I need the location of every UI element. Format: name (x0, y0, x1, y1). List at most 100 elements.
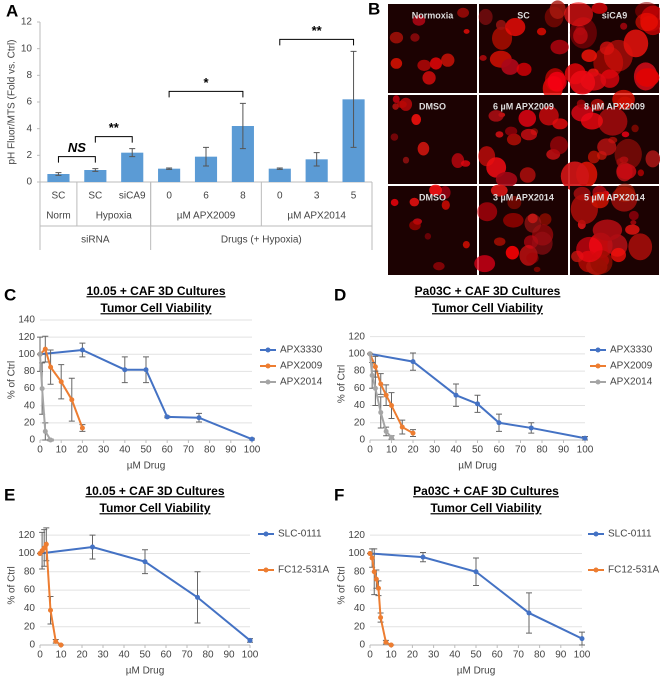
y-tick-label: 100 (348, 348, 365, 359)
data-point (420, 554, 426, 560)
cell-blob (503, 212, 524, 228)
y-tick-label: 100 (18, 349, 35, 360)
data-point (373, 576, 379, 582)
cell-blob (479, 55, 487, 61)
y-tick-label: 80 (354, 366, 366, 377)
cell-blob (569, 70, 596, 95)
significance-bracket (57, 156, 96, 163)
cell-blob (560, 161, 590, 191)
data-point (48, 364, 54, 370)
data-point (579, 636, 585, 642)
chart-subtitle: Tumor Cell Viability (100, 501, 211, 515)
legend-label: APX2014 (610, 377, 653, 388)
cell-blob (491, 26, 513, 50)
x-tick-label: 40 (450, 445, 462, 456)
chart-subtitle: Tumor Cell Viability (431, 501, 542, 515)
legend-marker (593, 531, 599, 537)
cell-blob (519, 167, 536, 183)
y-tick-label: 120 (348, 331, 365, 342)
data-point (58, 379, 64, 385)
x-tick-label: 10 (386, 445, 398, 456)
cell-blob (463, 29, 470, 34)
image-label: DMSO (419, 192, 446, 202)
data-point (43, 541, 49, 547)
cell-blob (451, 153, 465, 169)
legend-label: APX3330 (610, 345, 653, 356)
y-tick-label: 60 (24, 383, 36, 394)
x-tick-label: 0 (166, 191, 172, 202)
y-axis-label: % of Ctrl (337, 365, 348, 403)
chart-subtitle: Tumor Cell Viability (432, 301, 543, 315)
data-point (383, 428, 389, 434)
cell-blob (616, 163, 637, 180)
y-tick-label: 60 (354, 383, 366, 394)
data-point (378, 615, 384, 621)
chart-title: 10.05 + CAF 3D Cultures (85, 484, 224, 498)
y-tick-label: 0 (29, 435, 35, 446)
image-label: 8 µM APX2009 (584, 101, 645, 111)
x-tick-label: 90 (558, 445, 570, 456)
error-bar (239, 102, 246, 150)
x-tick-label: 70 (513, 650, 525, 661)
x-tick-label: 10 (56, 445, 68, 456)
image-label: SC (517, 10, 530, 20)
cell-blob (550, 39, 569, 55)
data-point (410, 359, 416, 365)
x-tick-label: 70 (515, 445, 527, 456)
cell-blob (389, 31, 404, 44)
cell-blob (507, 195, 522, 210)
data-point (58, 642, 64, 648)
x-tick-label: 50 (140, 445, 152, 456)
cell-blob (493, 237, 506, 246)
x-tick-label: 3 (314, 191, 320, 202)
series-line (369, 553, 392, 646)
chart-subtitle: Tumor Cell Viability (101, 301, 212, 315)
legend-marker (595, 363, 601, 369)
data-point (53, 638, 59, 644)
panel-letter: D (334, 285, 346, 304)
chart-title: 10.05 + CAF 3D Cultures (86, 284, 225, 298)
data-point (48, 607, 53, 613)
cell-blob (597, 107, 628, 136)
x-tick-label: 40 (449, 650, 461, 661)
legend-label: FC12-531A (278, 565, 329, 576)
cell-blob (531, 231, 553, 255)
x-tick-label: 80 (534, 650, 546, 661)
y-tick-label: 80 (24, 566, 36, 577)
cell-blob (411, 113, 422, 126)
cell-blob (620, 22, 628, 30)
x-tick-label: 0 (277, 191, 283, 202)
cell-blob (505, 17, 526, 37)
image-label: DMSO (419, 101, 446, 111)
cell-blob (539, 213, 552, 226)
data-point (48, 437, 54, 443)
data-point (143, 367, 149, 373)
cell-blob (625, 224, 640, 235)
x-tick-label: 6 (203, 191, 209, 202)
cell-blob (478, 146, 496, 167)
image-label: 5 µM APX2014 (584, 192, 645, 202)
data-point (41, 545, 47, 551)
data-point (496, 420, 502, 426)
x-axis-label: µM Drug (457, 666, 496, 677)
x-tick-label: 10 (55, 650, 67, 661)
panel-letter: A (6, 1, 18, 20)
cell-blob (477, 202, 498, 222)
y-tick-label: 20 (24, 621, 36, 632)
data-point (367, 351, 373, 357)
cell-blob (536, 27, 547, 36)
data-point (142, 559, 148, 565)
cell-blob (576, 236, 603, 263)
y-tick-label: 12 (21, 17, 33, 28)
x-tick-label: 70 (183, 445, 195, 456)
y-tick-label: 6 (26, 97, 32, 108)
x-tick-label: SC (88, 191, 102, 202)
data-point (372, 385, 378, 391)
cell-blob (402, 156, 410, 164)
y-tick-label: 0 (26, 177, 32, 188)
cell-blob (576, 99, 586, 109)
image-cell (388, 186, 477, 275)
legend-marker (593, 567, 599, 573)
x-tick-label: 80 (204, 445, 216, 456)
data-point (582, 435, 588, 441)
